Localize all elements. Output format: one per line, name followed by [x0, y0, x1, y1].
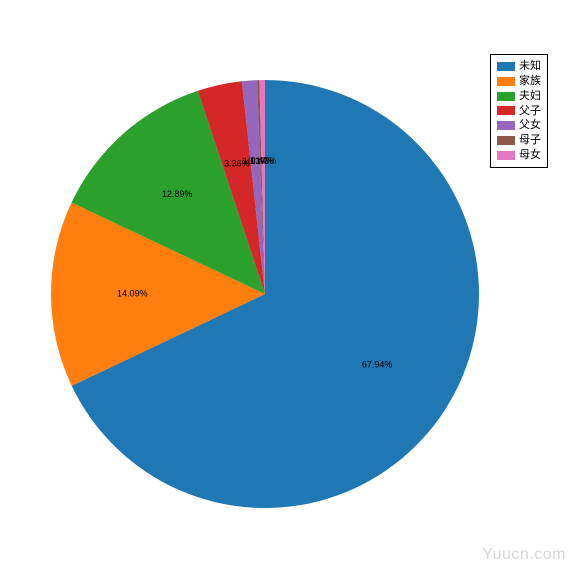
legend-label: 母子: [519, 133, 541, 148]
slice-label: 0.42%: [250, 156, 276, 166]
legend-item: 父女: [497, 118, 541, 133]
legend-swatch: [497, 136, 515, 145]
watermark: Yuucn.com: [482, 546, 566, 564]
legend-label: 父女: [519, 118, 541, 133]
legend-swatch: [497, 92, 515, 101]
legend-swatch: [497, 151, 515, 160]
legend-item: 家族: [497, 74, 541, 89]
legend-item: 未知: [497, 59, 541, 74]
legend-item: 母女: [497, 148, 541, 163]
legend-swatch: [497, 62, 515, 71]
legend: 未知家族夫妇父子父女母子母女: [490, 54, 548, 168]
legend-label: 夫妇: [519, 89, 541, 104]
legend-swatch: [497, 121, 515, 130]
legend-swatch: [497, 77, 515, 86]
legend-item: 母子: [497, 133, 541, 148]
slice-label: 67.94%: [362, 359, 393, 369]
legend-label: 父子: [519, 104, 541, 119]
slice-label: 12.89%: [162, 189, 193, 199]
legend-item: 夫妇: [497, 89, 541, 104]
legend-swatch: [497, 106, 515, 115]
legend-item: 父子: [497, 104, 541, 119]
slice-label: 14.09%: [117, 289, 148, 299]
legend-label: 家族: [519, 74, 541, 89]
legend-label: 未知: [519, 59, 541, 74]
legend-label: 母女: [519, 148, 541, 163]
